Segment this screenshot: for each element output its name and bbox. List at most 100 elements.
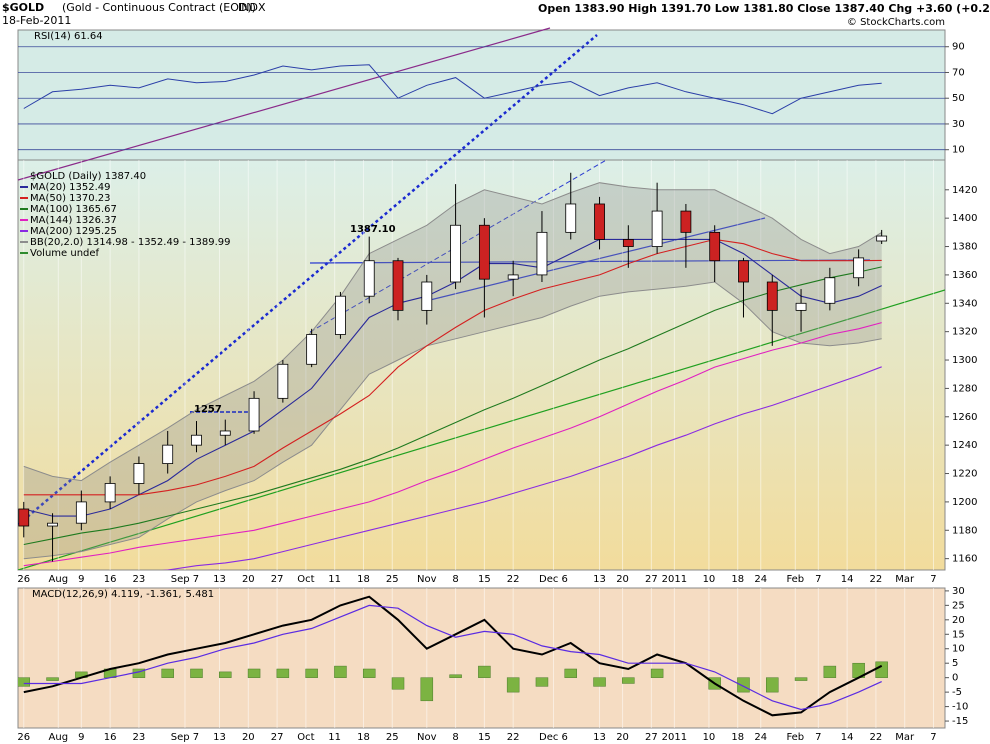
candle-body: [709, 231, 721, 262]
x-tick-label: 18: [731, 574, 744, 585]
candle-body: [277, 363, 289, 399]
rsi-line: [23, 64, 882, 115]
quote: Open 1383.90 High 1391.70 Low 1381.80 Cl…: [538, 2, 990, 15]
x-tick-label: Dec 6: [539, 732, 568, 743]
y-tick-label: 1320: [952, 327, 977, 338]
x-tick-label: 11: [328, 574, 341, 585]
candle-body: [248, 397, 260, 432]
candle-body: [392, 260, 404, 311]
candle-body: [824, 277, 836, 304]
histogram-bar: [449, 674, 462, 678]
x-tick-label: 20: [242, 574, 255, 585]
x-tick-label: Nov: [417, 574, 437, 585]
y-tick-label: 70: [952, 67, 965, 78]
y-tick-label: 1180: [952, 525, 977, 536]
x-tick-label: 10: [703, 732, 716, 743]
x-tick-label: 14: [841, 732, 854, 743]
candle-body: [133, 463, 145, 484]
histogram-bar: [794, 677, 808, 681]
x-tick-label: Oct: [297, 732, 314, 743]
candle-body: [363, 260, 375, 297]
candle-body: [450, 224, 461, 283]
histogram-bar: [564, 668, 577, 678]
x-tick-label: 27: [645, 574, 658, 585]
x-tick-label: 22: [507, 732, 520, 743]
candle-body: [507, 274, 519, 280]
x-tick-label: 27: [271, 732, 284, 743]
x-tick-label: 26: [17, 732, 30, 743]
x-tick-label: 16: [104, 732, 117, 743]
x-tick-label: 13: [213, 732, 226, 743]
y-tick-label: 15: [952, 629, 965, 640]
candle-body: [853, 257, 865, 279]
y-tick-label: 10: [952, 644, 965, 655]
x-tick-label: 14: [841, 574, 854, 585]
y-tick-label: 25: [952, 600, 965, 611]
x-tick-label: 22: [870, 732, 883, 743]
histogram-bar: [391, 677, 405, 690]
candle-body: [421, 281, 433, 311]
x-tick-label: 18: [357, 574, 370, 585]
macd-line: [23, 595, 883, 717]
panel-title: MACD(12,26,9) 4.119, -1.361,: [32, 589, 182, 600]
legend-label: MA(200) 1295.25: [30, 226, 117, 237]
histogram-bar: [305, 668, 318, 678]
candle-body: [219, 430, 231, 436]
y-tick-label: 50: [952, 93, 965, 104]
histogram-bar: [650, 668, 664, 678]
symbol: $GOLD: [2, 1, 44, 14]
y-tick-label: 30: [952, 119, 965, 130]
candle-body: [594, 203, 605, 240]
x-tick-label: 27: [645, 732, 658, 743]
y-tick-label: 1380: [952, 242, 977, 253]
x-tick-label: 16: [104, 574, 117, 585]
date: 18-Feb-2011: [2, 14, 71, 27]
x-tick-label: Nov: [417, 732, 437, 743]
x-tick-label: Aug: [49, 574, 69, 585]
histogram-bar: [362, 668, 376, 678]
trendline: [18, 289, 945, 570]
x-tick-label: 7: [930, 732, 936, 743]
candle-body: [680, 210, 692, 233]
x-tick-label: 13: [213, 574, 226, 585]
histogram-bar: [593, 677, 606, 687]
exchange: INDX: [238, 1, 266, 14]
x-tick-label: 23: [133, 574, 146, 585]
x-tick-label: 24: [754, 574, 767, 585]
candle-body: [306, 334, 318, 365]
x-tick-label: Feb: [786, 574, 804, 585]
candle-body: [478, 224, 490, 280]
candle-body: [738, 260, 749, 283]
ma-line: [23, 238, 882, 496]
y-tick-label: 20: [952, 615, 965, 626]
y-tick-label: -15: [952, 716, 968, 727]
ma-line: [23, 322, 882, 567]
y-tick-label: -5: [952, 687, 962, 698]
x-tick-label: 20: [242, 732, 255, 743]
x-tick-label: 18: [357, 732, 370, 743]
y-tick-label: 1300: [952, 355, 977, 366]
x-tick-label: 2011: [662, 574, 687, 585]
histogram-bar: [18, 677, 31, 687]
x-tick-label: 7: [930, 574, 936, 585]
y-tick-label: 1220: [952, 469, 977, 480]
x-tick-label: 8: [452, 732, 458, 743]
y-tick-label: 1160: [952, 554, 977, 565]
copyright: © StockCharts.com: [847, 17, 945, 28]
histogram-bar: [535, 677, 549, 687]
bb-area: [23, 182, 882, 559]
histogram-bar: [478, 665, 491, 678]
x-tick-label: 13: [593, 574, 606, 585]
annotation: 1387.10: [350, 224, 396, 235]
x-tick-label: 18: [731, 732, 744, 743]
candle-body: [795, 302, 807, 311]
candle-body: [766, 281, 778, 311]
legend-label: MA(20) 1352.49: [30, 182, 111, 193]
trendline: [17, 27, 551, 181]
candle-body: [18, 508, 30, 527]
x-tick-label: 13: [593, 732, 606, 743]
y-tick-label: 1240: [952, 440, 977, 451]
y-tick-label: 1260: [952, 412, 977, 423]
candle-body: [47, 522, 58, 527]
